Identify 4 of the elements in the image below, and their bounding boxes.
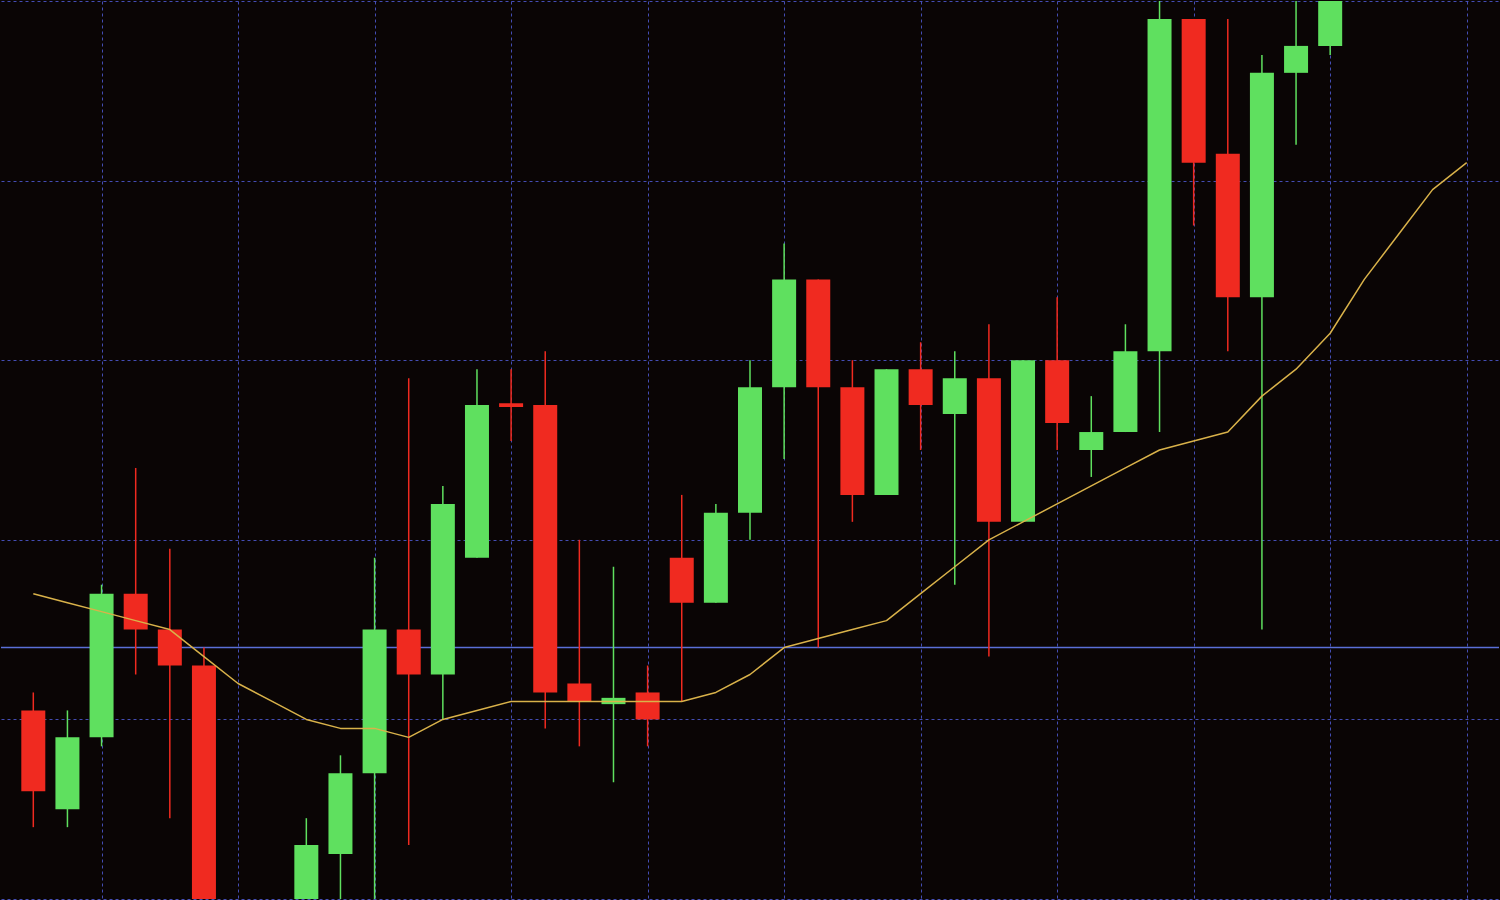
candlestick: [396, 377, 421, 846]
candlestick: [499, 368, 524, 442]
candlestick: [1079, 395, 1104, 478]
candlestick: [567, 539, 592, 748]
